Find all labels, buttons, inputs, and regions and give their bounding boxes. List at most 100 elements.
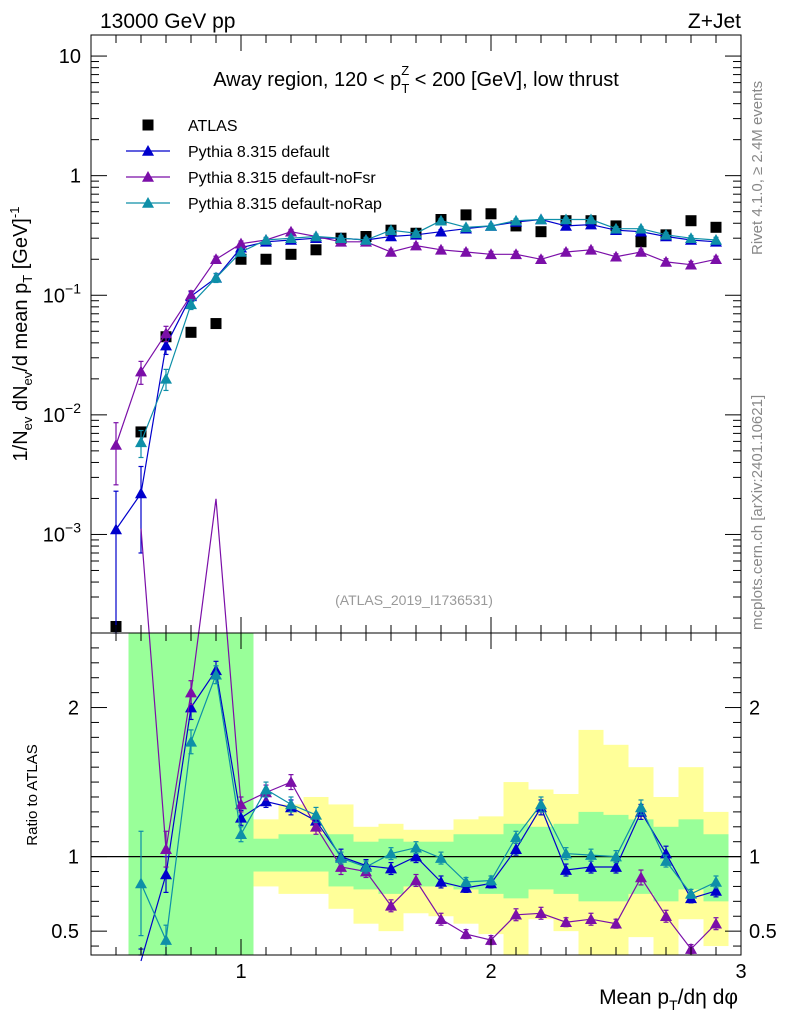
data-point-noRap — [460, 221, 472, 233]
ratio-point-default — [435, 875, 447, 887]
y-tick-exponent: −2 — [65, 400, 81, 416]
data-point-default — [160, 339, 172, 351]
x-tick-label: 1 — [235, 961, 246, 983]
ratio-point-noFsr — [635, 871, 647, 883]
data-point-noRap — [210, 271, 222, 283]
ratio-point-noFsr — [610, 917, 622, 929]
ratio-point-default — [560, 864, 572, 875]
y-label-p2: dN — [10, 385, 32, 416]
data-point-atlas — [635, 236, 647, 248]
ratio-axes: 0.5 0.5 1 1 2 2 1 2 3 — [51, 632, 777, 983]
data-point-noFsr — [685, 258, 697, 270]
ratio-line-noRap — [140, 672, 717, 943]
x-label-sub: T — [669, 997, 678, 1013]
series-noFsr — [110, 225, 722, 486]
ratio-point-noRap — [260, 783, 272, 795]
ratio-y-tick-label-right: 2 — [749, 698, 760, 720]
ratio-point-noFsr — [335, 861, 347, 872]
ratio-point-noRap — [410, 841, 422, 853]
ratio-y-tick-label: 2 — [68, 698, 79, 720]
ratio-point-noRap — [185, 735, 197, 747]
ratio-point-noRap — [710, 875, 722, 887]
series-default — [110, 213, 722, 634]
legend-marker-triangle — [142, 145, 154, 156]
ratio-point-default — [510, 843, 522, 854]
data-point-noFsr — [135, 365, 147, 377]
legend-label: Pythia 8.315 default — [188, 144, 330, 161]
data-point-noFsr — [435, 243, 447, 255]
y-tick-label: 10 — [59, 46, 81, 68]
x-label-part-b: /dη dφ — [678, 986, 738, 1009]
data-point-atlas — [185, 326, 197, 338]
data-point-atlas — [235, 253, 247, 265]
data-point-noRap — [360, 233, 372, 245]
data-point-noRap — [485, 219, 497, 231]
data-point-noRap — [335, 232, 347, 243]
legend-label: ATLAS — [188, 118, 238, 135]
data-point-atlas — [460, 209, 472, 221]
data-point-noFsr — [610, 250, 622, 262]
y-label-sup: -1 — [7, 207, 22, 219]
ratio-series-noRap — [135, 665, 722, 956]
ratio-y-tick-label: 1 — [68, 847, 79, 869]
data-point-noFsr — [635, 245, 647, 257]
x-tick-label: 2 — [485, 961, 496, 983]
ratio-point-noFsr — [185, 686, 197, 698]
ratio-line-noFsr — [140, 498, 717, 950]
main-title-sup: Z — [401, 63, 409, 78]
data-point-noFsr — [560, 245, 572, 257]
ratio-panel: 0.5 0.5 1 1 2 2 1 2 3 Ratio to ATLAS Mean pT/dη … — [24, 498, 777, 1013]
uncertainty-band-green — [128, 633, 729, 955]
ratio-point-noRap — [335, 852, 347, 863]
ratio-point-default — [385, 862, 397, 874]
legend-marker-square — [142, 119, 154, 131]
data-point-default — [560, 219, 572, 231]
series-line-default — [115, 218, 717, 530]
ratio-point-noRap — [385, 847, 397, 859]
data-point-noRap — [385, 224, 397, 235]
data-point-noFsr — [660, 255, 672, 267]
y-tick-label: 10−1 — [43, 280, 81, 307]
y-label-p4: [GeV] — [10, 218, 32, 275]
ratio-point-noFsr — [410, 874, 422, 886]
legend-entry-noFsr: Pythia 8.315 default-noFsr — [126, 170, 376, 187]
legend-marker-triangle — [142, 171, 154, 182]
data-point-noFsr — [460, 245, 472, 257]
side-label-bottom: mcplots.cern.ch [arXiv:2401.10621] — [749, 395, 766, 630]
data-point-noRap — [660, 228, 672, 240]
ratio-y-tick-label-right: 1 — [749, 847, 760, 869]
ratio-point-default — [610, 861, 622, 872]
analysis-label: (ATLAS_2019_I1736531) — [335, 592, 493, 608]
x-axis-label: Mean pT/dη dφ — [599, 986, 738, 1013]
ratio-y-tick-label-right: 0.5 — [749, 921, 777, 943]
ratio-point-noFsr — [510, 908, 522, 920]
ratio-point-noRap — [460, 875, 472, 887]
header-right: Z+Jet — [688, 10, 741, 33]
ratio-point-noRap — [660, 855, 672, 866]
ratio-point-noRap — [585, 849, 597, 860]
data-point-noFsr — [710, 253, 722, 265]
ratio-point-default — [710, 884, 722, 896]
data-point-atlas — [210, 318, 222, 330]
ratio-point-noFsr — [710, 917, 722, 929]
data-point-noRap — [510, 214, 522, 226]
data-point-noFsr — [210, 253, 222, 265]
y-label-s1: ev — [20, 416, 35, 430]
y-tick-exponent: −3 — [65, 519, 81, 535]
ratio-point-noRap — [285, 798, 297, 810]
legend-label: Pythia 8.315 default-noFsr — [188, 170, 376, 187]
series-noRap — [135, 213, 722, 459]
band-green-segment — [253, 838, 279, 872]
data-point-atlas — [260, 253, 272, 265]
ratio-point-noRap — [210, 668, 222, 680]
y-tick-label: 10−3 — [43, 519, 81, 546]
x-tick-label: 3 — [735, 961, 746, 983]
y-label-p3: /d mean p — [10, 283, 32, 372]
data-point-noFsr — [535, 253, 547, 265]
ratio-point-noFsr — [560, 916, 572, 928]
data-point-noRap — [235, 245, 247, 257]
data-point-atlas — [710, 221, 722, 233]
main-title-part-a: Away region, 120 < p — [213, 69, 401, 91]
ratio-point-default — [160, 868, 172, 880]
